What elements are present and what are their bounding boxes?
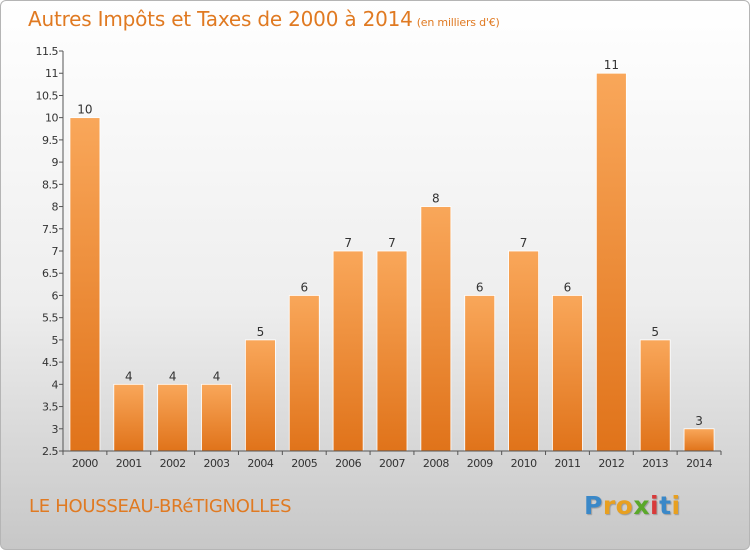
bar — [376, 250, 408, 452]
bar-value-label: 7 — [388, 236, 396, 250]
y-tick-label: 4 — [52, 378, 59, 391]
logo-letter: i — [650, 491, 660, 520]
bar-value-label: 6 — [476, 280, 484, 294]
y-tick-label: 11 — [45, 67, 58, 80]
bar — [595, 72, 627, 452]
bar — [508, 250, 540, 452]
x-tick-label: 2012 — [598, 457, 624, 470]
bar-value-label: 6 — [300, 280, 308, 294]
logo-letter: x — [633, 491, 650, 520]
bar — [113, 383, 145, 452]
y-tick-label: 7.5 — [42, 223, 58, 236]
chart-title: Autres Impôts et Taxes de 2000 à 2014 (en… — [28, 7, 500, 31]
logo-letter: r — [602, 491, 616, 520]
x-tick-label: 2005 — [291, 457, 317, 470]
bar-value-label: 6 — [564, 280, 572, 294]
bar-value-label: 4 — [213, 369, 221, 383]
y-tick-label: 3 — [52, 423, 59, 436]
bar-value-label: 10 — [77, 103, 92, 117]
y-tick-label: 9 — [52, 156, 59, 169]
bar — [244, 339, 276, 452]
bar — [639, 339, 671, 452]
y-tick-label: 8.5 — [42, 178, 58, 191]
y-tick-label: 6.5 — [42, 267, 58, 280]
chart-title-main: Autres Impôts et Taxes de 2000 à 2014 — [28, 7, 413, 31]
y-tick-label: 5 — [52, 334, 59, 347]
y-tick-label: 9.5 — [42, 134, 58, 147]
bar-value-label: 5 — [257, 325, 265, 339]
logo-letter: t — [659, 491, 672, 520]
x-tick-label: 2008 — [423, 457, 449, 470]
x-tick-label: 2014 — [686, 457, 712, 470]
bar — [552, 295, 583, 452]
x-tick-label: 2007 — [379, 457, 405, 470]
bar-value-label: 11 — [604, 58, 619, 72]
bar — [464, 295, 496, 452]
bar-value-label: 5 — [651, 325, 659, 339]
chart-title-unit: (en milliers d'€) — [416, 16, 500, 29]
y-tick-label: 4.5 — [42, 356, 58, 369]
logo-letter: i — [671, 491, 681, 520]
bar-value-label: 4 — [169, 369, 177, 383]
y-tick-label: 7 — [52, 245, 59, 258]
x-tick-label: 2011 — [554, 457, 580, 470]
x-tick-label: 2004 — [247, 457, 273, 470]
y-tick-label: 11.5 — [36, 45, 59, 58]
x-tick-label: 2000 — [72, 457, 98, 470]
bar — [288, 295, 320, 452]
y-tick-label: 5.5 — [42, 312, 58, 325]
y-tick-label: 6 — [52, 289, 59, 302]
bar-value-label: 7 — [520, 236, 528, 250]
proxiti-logo: Proxiti — [584, 491, 681, 520]
bar — [420, 206, 452, 452]
x-tick-label: 2001 — [116, 457, 142, 470]
bar — [157, 383, 189, 452]
bar-value-label: 3 — [695, 414, 703, 428]
bar — [69, 117, 101, 452]
y-tick-label: 3.5 — [42, 401, 58, 414]
bar — [683, 428, 715, 452]
bar — [332, 250, 364, 452]
x-tick-label: 2010 — [511, 457, 537, 470]
commune-name: LE HOUSSEAU-BRéTIGNOLLES — [29, 496, 292, 517]
y-tick-label: 8 — [52, 201, 59, 214]
x-tick-label: 2009 — [467, 457, 493, 470]
bar-value-label: 7 — [344, 236, 352, 250]
bar — [201, 383, 232, 452]
y-tick-label: 2.5 — [42, 445, 58, 458]
logo-letter: o — [615, 491, 634, 520]
bar-value-label: 8 — [432, 192, 440, 206]
x-tick-label: 2006 — [335, 457, 361, 470]
bar-value-label: 4 — [125, 369, 133, 383]
y-tick-label: 10 — [45, 112, 58, 125]
x-tick-label: 2003 — [204, 457, 230, 470]
logo-letter: P — [584, 491, 603, 520]
x-tick-label: 2002 — [160, 457, 186, 470]
x-tick-label: 2013 — [642, 457, 668, 470]
y-tick-label: 10.5 — [36, 89, 59, 102]
